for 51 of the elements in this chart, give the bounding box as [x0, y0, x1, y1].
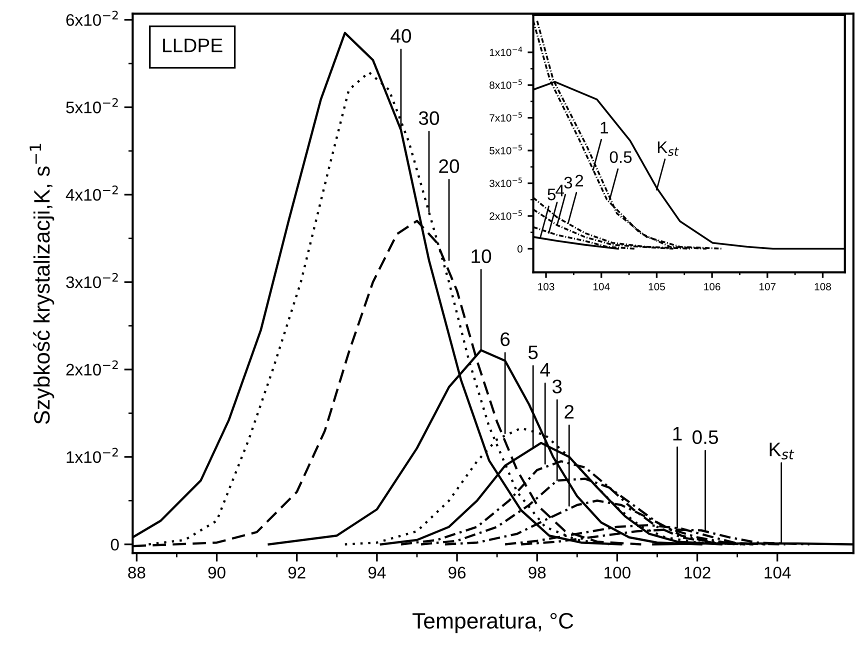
annotation: 3: [564, 176, 572, 189]
y-tick-label: 7x10$^{−5}$: [490, 112, 522, 122]
x-tick-label: 96: [448, 566, 466, 579]
annotation: 5: [548, 188, 556, 200]
x-tick-label: 100: [604, 566, 630, 579]
annotation: 4: [556, 184, 564, 196]
x-tick-label: 98: [528, 566, 546, 579]
y-tick-label: 8x10$^{−5}$: [490, 79, 522, 89]
annotation: 1: [600, 122, 608, 134]
annotation: 2: [564, 404, 574, 419]
y-tick-label: 1x10$^{−4}$: [490, 46, 522, 56]
annotation: 1: [673, 426, 682, 440]
x-tick-label: 108: [814, 282, 831, 290]
y-tick-label: 1x10$^{−2}$: [66, 448, 118, 464]
y-tick-label: 2x10$^{−5}$: [490, 210, 522, 220]
x-tick-label: 107: [759, 282, 776, 290]
y-tick-label: 5x10$^{−2}$: [66, 98, 118, 114]
x-tick-label: 94: [368, 566, 386, 579]
x-tick-label: 105: [648, 282, 665, 290]
y-tick-label: 0: [110, 538, 119, 551]
y-axis-title: Szybkość krystalizacji,K, s$^{−1}$: [30, 144, 54, 424]
x-tick-label: 106: [704, 282, 720, 290]
annotation: 0.5: [692, 430, 718, 444]
x-tick-label: 104: [593, 282, 610, 290]
annotation: LLDPE: [163, 38, 222, 52]
annotation: 2: [575, 174, 584, 186]
x-tick-label: 104: [764, 566, 791, 579]
x-tick-label: 92: [288, 566, 306, 579]
y-tick-label: 2x10$^{−2}$: [66, 360, 118, 376]
x-tick-label: 88: [128, 566, 146, 579]
x-tick-label: 90: [208, 566, 226, 579]
annotation: K$_{st}$: [770, 442, 794, 460]
annotation: K$_{st}$: [658, 142, 679, 156]
x-tick-label: 103: [538, 282, 554, 290]
annotation: 0.5: [610, 151, 632, 164]
y-tick-label: 4x10$^{−2}$: [66, 186, 118, 201]
annotation: 5: [528, 346, 538, 360]
x-axis-title: Temperatura, °C: [412, 612, 574, 634]
annotation: 20: [439, 159, 460, 174]
annotation: 6: [500, 332, 510, 346]
y-tick-label: 6x10$^{−2}$: [66, 10, 118, 26]
annotation: 30: [418, 111, 440, 125]
y-tick-label: 3x10$^{−5}$: [490, 178, 522, 188]
y-tick-label: 5x10$^{−5}$: [490, 144, 522, 154]
x-tick-label: 102: [684, 566, 710, 579]
annotation: 10: [472, 249, 492, 264]
annotation: 40: [390, 29, 412, 43]
y-tick-label: 3x10$^{−2}$: [66, 272, 118, 288]
y-tick-label: 0: [517, 245, 522, 253]
annotation: 4: [540, 363, 550, 377]
annotation: 3: [552, 380, 562, 394]
